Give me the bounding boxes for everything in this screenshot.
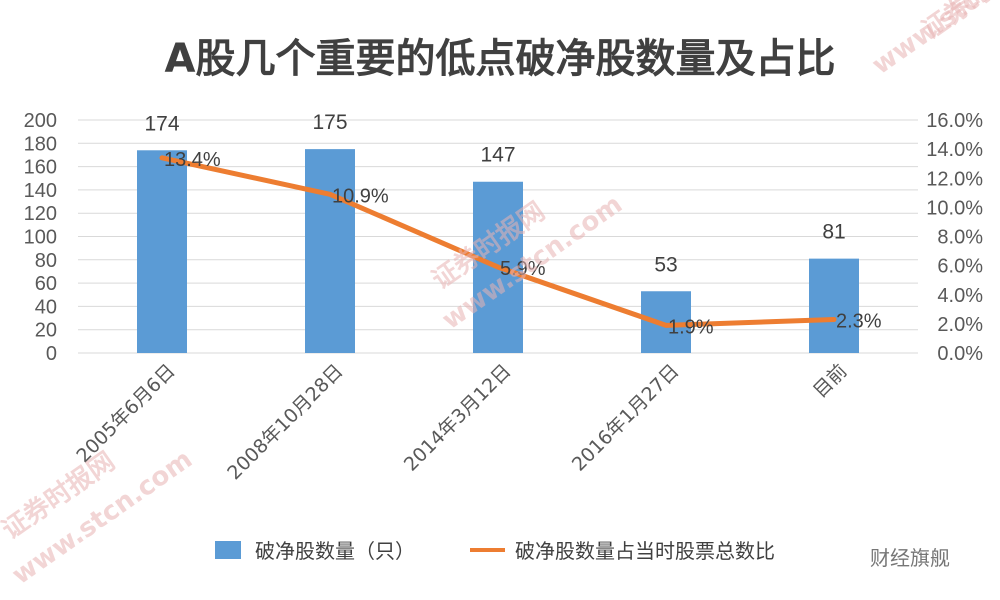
category-label: 目前 bbox=[809, 360, 851, 402]
bar bbox=[809, 258, 859, 353]
legend-line-label: 破净股数量占当时股票总数比 bbox=[515, 539, 775, 563]
bar-value-label: 147 bbox=[480, 144, 515, 167]
watermark-url: www.stcn.com bbox=[867, 0, 1000, 81]
left-axis-tick-label: 80 bbox=[35, 250, 57, 272]
line-point-label: 1.9% bbox=[668, 316, 714, 338]
left-axis-tick-label: 180 bbox=[24, 133, 57, 155]
category-label: 2014年3月12日 bbox=[400, 360, 516, 476]
line-point-label: 5.9% bbox=[500, 258, 546, 280]
left-axis-tick-label: 100 bbox=[24, 227, 57, 249]
bar-value-label: 53 bbox=[654, 253, 677, 276]
category-label: 2008年10月28日 bbox=[223, 360, 347, 484]
bar bbox=[137, 150, 187, 353]
left-axis-tick-label: 20 bbox=[35, 320, 57, 342]
right-axis-tick-label: 0.0% bbox=[937, 343, 983, 365]
line-point-label: 2.3% bbox=[836, 311, 882, 333]
bar-value-label: 81 bbox=[822, 221, 845, 244]
line-point bbox=[496, 265, 500, 270]
line-series: 13.4% 10.9% 5.9% 1.9% 2.3% bbox=[159, 149, 882, 338]
left-axis-tick-label: 140 bbox=[24, 180, 57, 202]
category-label: 2016年1月27日 bbox=[568, 360, 684, 476]
line-point-label: 10.9% bbox=[332, 185, 389, 207]
category-label: 2005年6月6日 bbox=[72, 360, 179, 467]
line-point bbox=[832, 317, 836, 322]
left-axis-tick-label: 160 bbox=[24, 157, 57, 179]
line-point bbox=[160, 155, 164, 160]
left-axis-tick-label: 200 bbox=[24, 110, 57, 132]
right-axis-tick-label: 16.0% bbox=[926, 110, 983, 132]
right-axis-tick-label: 12.0% bbox=[926, 168, 983, 190]
legend-bar-label: 破净股数量（只） bbox=[255, 539, 415, 563]
right-axis-tick-label: 8.0% bbox=[937, 227, 983, 249]
legend-bar-swatch bbox=[215, 541, 241, 559]
source-watermark: 财经旗舰 bbox=[870, 546, 950, 570]
right-axis-tick-label: 6.0% bbox=[937, 256, 983, 278]
right-axis-tick-label: 10.0% bbox=[926, 197, 983, 219]
bar-value-label: 174 bbox=[144, 112, 179, 135]
right-axis-tick-label: 14.0% bbox=[926, 139, 983, 161]
left-axis-tick-label: 0 bbox=[46, 343, 57, 365]
line-point bbox=[664, 323, 668, 328]
right-axis-ticks: 0.0% 2.0% 4.0% 6.0% 8.0% 10.0% 12.0% 14.0% 16.0% bbox=[926, 110, 983, 365]
bar-value-label: 175 bbox=[312, 111, 347, 134]
line-point-label: 13.4% bbox=[164, 149, 221, 171]
bar bbox=[305, 149, 355, 353]
right-axis-tick-label: 2.0% bbox=[937, 314, 983, 336]
left-axis-tick-label: 60 bbox=[35, 273, 57, 295]
left-axis-tick-label: 40 bbox=[35, 296, 57, 318]
line-point bbox=[328, 192, 332, 197]
legend: 破净股数量（只） 破净股数量占当时股票总数比 bbox=[215, 539, 775, 563]
left-axis-tick-label: 120 bbox=[24, 203, 57, 225]
chart-title: A股几个重要的低点破净股数量及占比 bbox=[165, 36, 836, 82]
right-axis-tick-label: 4.0% bbox=[937, 285, 983, 307]
